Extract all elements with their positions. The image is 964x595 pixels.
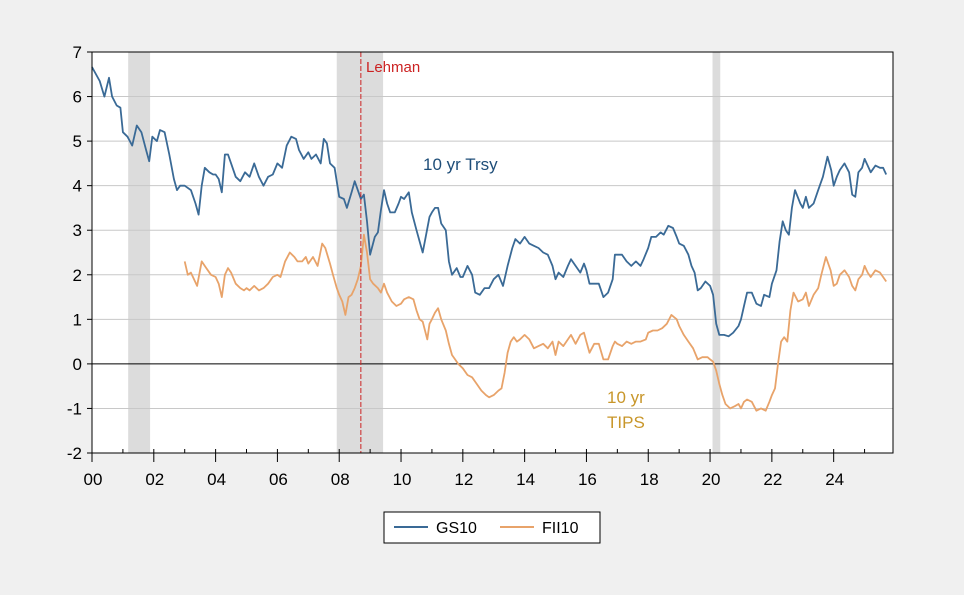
legend-label-fii10: FII10 bbox=[542, 520, 579, 537]
y-tick-label: 3 bbox=[73, 221, 82, 240]
x-tick-label: 10 bbox=[393, 470, 412, 489]
y-tick-label: 7 bbox=[73, 43, 82, 62]
y-tick-label: 4 bbox=[73, 177, 82, 196]
recession-band bbox=[336, 52, 384, 453]
x-tick-label: 14 bbox=[516, 470, 535, 489]
annotation-vline-label: Lehman bbox=[366, 59, 420, 76]
y-tick-label: 0 bbox=[73, 355, 82, 374]
x-tick-label: 08 bbox=[331, 470, 350, 489]
y-tick-label: 1 bbox=[73, 310, 82, 329]
y-tick-label: 5 bbox=[73, 132, 82, 151]
y-tick-label: -1 bbox=[67, 399, 82, 418]
x-tick-label: 18 bbox=[640, 470, 659, 489]
x-tick-label: 24 bbox=[825, 470, 844, 489]
y-tick-label: 6 bbox=[73, 88, 82, 107]
x-tick-label: 04 bbox=[207, 470, 226, 489]
x-tick-label: 20 bbox=[702, 470, 721, 489]
legend: GS10 FII10 bbox=[383, 511, 601, 544]
x-tick-label: 02 bbox=[145, 470, 164, 489]
recession-band bbox=[712, 52, 721, 453]
plot-background bbox=[92, 52, 893, 453]
series-line-fii10 bbox=[183, 233, 887, 412]
annotation-tips-line1: 10 yr bbox=[607, 388, 645, 407]
plot-frame bbox=[91, 51, 894, 454]
x-tick-label: 12 bbox=[454, 470, 473, 489]
legend-label-gs10: GS10 bbox=[436, 520, 477, 537]
annotation-trsy: 10 yr Trsy bbox=[423, 155, 498, 174]
x-tick-label: 00 bbox=[84, 470, 103, 489]
recession-band bbox=[128, 52, 151, 453]
x-tick-label: 16 bbox=[578, 470, 597, 489]
x-tick-label: 22 bbox=[763, 470, 782, 489]
x-tick-label: 06 bbox=[269, 470, 288, 489]
y-tick-label: 2 bbox=[73, 266, 82, 285]
y-tick-label: -2 bbox=[67, 444, 82, 463]
annotation-tips-line2: TIPS bbox=[607, 413, 645, 432]
series-line-gs10 bbox=[91, 66, 888, 338]
